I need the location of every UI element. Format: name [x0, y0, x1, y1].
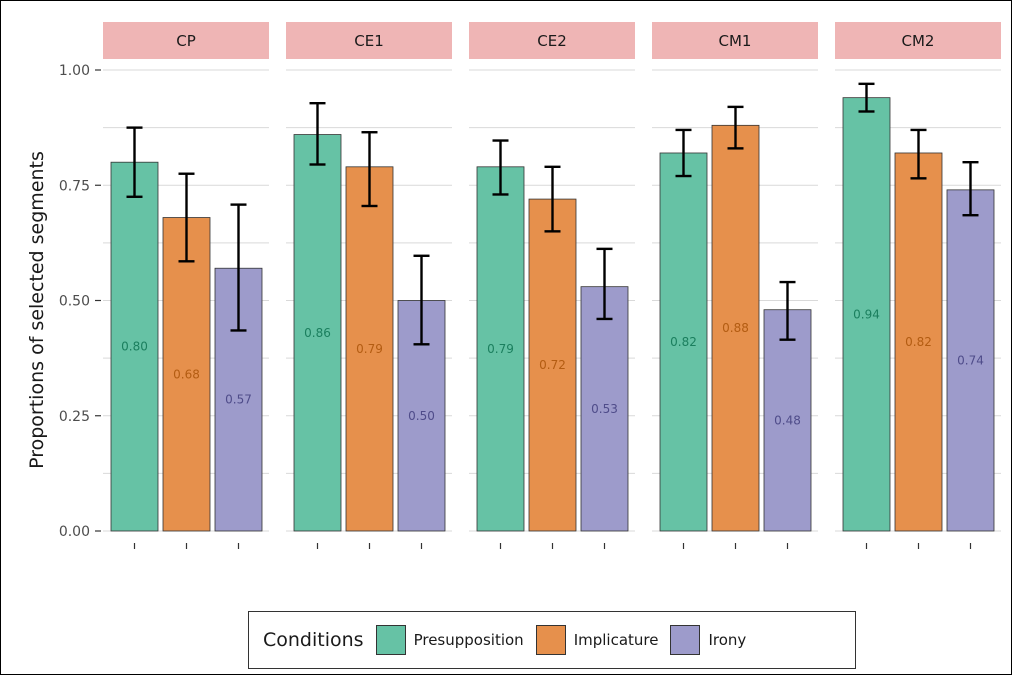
bar-value-label: 0.50 [408, 409, 435, 423]
facet-panel-ce1: CE1 0.86 0.79 0.50 [286, 22, 452, 549]
bar-implicature-ce1 [345, 166, 394, 532]
error-bar [178, 172, 195, 263]
bar-value-label: 0.57 [225, 393, 252, 407]
y-axis-label: Proportions of selected segments [26, 151, 48, 469]
legend-swatch-implicature [535, 625, 566, 655]
bar-irony-ce2 [580, 286, 629, 532]
bar-value-label: 0.82 [670, 335, 697, 349]
legend-swatch-presupposition [375, 625, 406, 655]
legend-title: Conditions [263, 629, 364, 651]
facet-strip-label: CM1 [719, 32, 752, 50]
bar-implicature-cm1 [711, 124, 760, 532]
bar-implicature-cp [162, 217, 211, 532]
legend-item-implicature: Implicature [535, 625, 659, 655]
error-bar [962, 160, 979, 217]
facet-strip-label: CP [176, 32, 196, 50]
y-tick-label: 0.00 [59, 524, 90, 540]
y-tick-label: 0.25 [59, 409, 90, 425]
bar-value-label: 0.88 [722, 321, 749, 335]
error-bar [910, 128, 927, 180]
error-bar [230, 203, 247, 332]
bar-value-label: 0.82 [905, 335, 932, 349]
facet-strip [652, 22, 818, 59]
bar-value-label: 0.74 [957, 353, 984, 367]
legend-label-presupposition: Presupposition [413, 631, 524, 649]
bar-presupposition-cp [110, 161, 159, 532]
bar-value-label: 0.72 [539, 358, 566, 372]
bar-presupposition-ce2 [476, 166, 525, 532]
facet-strip [286, 22, 452, 59]
error-bar [361, 131, 378, 208]
y-tick-label: 1.00 [59, 63, 90, 79]
error-bar [596, 247, 613, 321]
bar-presupposition-cm2 [842, 97, 891, 532]
bar-value-label: 0.80 [121, 340, 148, 354]
error-bar [309, 101, 326, 166]
error-bar [779, 280, 796, 341]
bar-irony-cm1 [763, 309, 812, 532]
bar-implicature-cm2 [894, 152, 943, 532]
facet-panel-cm2: CM2 0.94 0.82 0.74 [835, 22, 1001, 549]
error-bar [492, 139, 509, 196]
y-axis: 0.00 0.25 0.50 0.75 1.00 [59, 63, 101, 540]
error-bar [675, 128, 692, 178]
facet-panel-cm1: CM1 0.82 0.88 0.48 [652, 22, 818, 549]
bar-value-label: 0.79 [487, 342, 514, 356]
error-bar [727, 105, 744, 150]
facet-strip [469, 22, 635, 59]
bar-presupposition-ce1 [293, 134, 342, 532]
error-bar [858, 82, 875, 113]
bar-value-label: 0.48 [774, 413, 801, 427]
legend-item-presupposition: Presupposition [375, 625, 524, 655]
bar-chart: CP 0.80 0.68 0.57 CE1 0.86 0.79 0.50 CE2 0.79 0.72… [26, 22, 1001, 549]
legend-item-irony: Irony [670, 625, 746, 655]
y-tick-label: 0.50 [59, 294, 90, 310]
facet-strip [103, 22, 269, 59]
bar-implicature-ce2 [528, 198, 577, 532]
legend-swatch-irony [670, 625, 701, 655]
legend-label-irony: Irony [708, 631, 747, 649]
bar-irony-cm2 [946, 189, 995, 532]
facet-strip-label: CE1 [354, 32, 384, 50]
legend-label-implicature: Implicature [573, 631, 659, 649]
facet-strip-label: CM2 [902, 32, 935, 50]
bar-value-label: 0.94 [853, 307, 880, 321]
bar-presupposition-cm1 [659, 152, 708, 532]
error-bar [413, 254, 430, 346]
legend: Conditions Presupposition Implicature Ir… [248, 611, 856, 669]
bar-value-label: 0.53 [591, 402, 618, 416]
facet-panel-ce2: CE2 0.79 0.72 0.53 [469, 22, 635, 549]
bar-value-label: 0.79 [356, 342, 383, 356]
y-tick-label: 0.75 [59, 178, 90, 194]
facet-strip [835, 22, 1001, 59]
error-bar [544, 165, 561, 233]
facet-strip-label: CE2 [537, 32, 567, 50]
error-bar [126, 126, 143, 198]
bar-value-label: 0.86 [304, 326, 331, 340]
facet-panels: CP 0.80 0.68 0.57 CE1 0.86 0.79 0.50 CE2 0.79 0.72… [103, 22, 1001, 549]
bar-value-label: 0.68 [173, 367, 200, 381]
facet-panel-cp: CP 0.80 0.68 0.57 [103, 22, 269, 549]
